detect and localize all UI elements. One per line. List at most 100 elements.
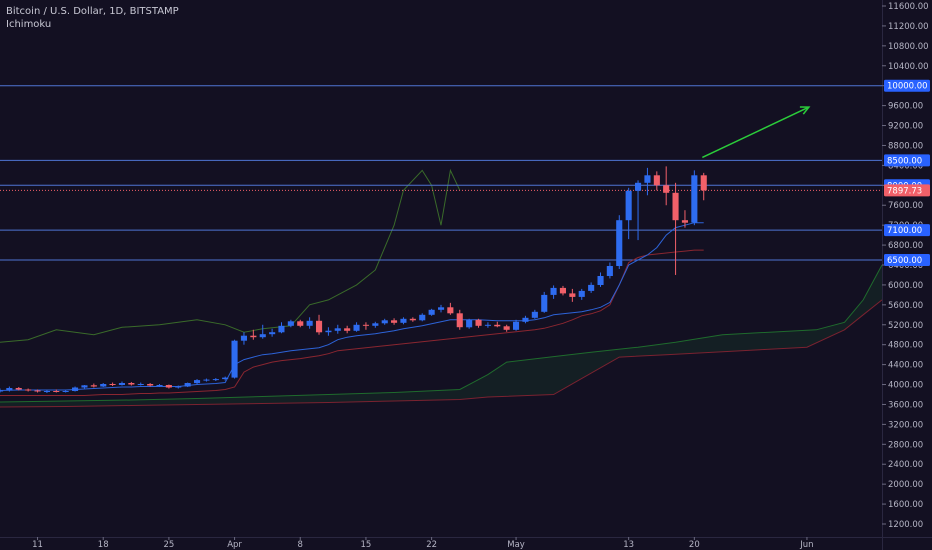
- tenkan-sen-line: [0, 222, 704, 391]
- candle: [184, 383, 191, 387]
- candle: [278, 325, 285, 333]
- x-tick-label: 8: [298, 540, 303, 550]
- candle: [72, 387, 79, 391]
- candle: [222, 377, 229, 380]
- candle: [362, 324, 369, 326]
- candle: [475, 319, 482, 326]
- candle: [109, 384, 116, 385]
- candle: [297, 321, 304, 326]
- candle: [559, 287, 566, 294]
- candle: [597, 276, 604, 285]
- candle: [43, 391, 50, 392]
- level-badge: [884, 224, 930, 237]
- candle: [62, 391, 69, 392]
- candle: [409, 318, 416, 321]
- senkou-span-a-line: [0, 264, 883, 403]
- y-tick-label: 3200.00: [888, 420, 923, 430]
- last-price-badge: [884, 184, 930, 197]
- plot-area: [0, 0, 882, 537]
- candle: [334, 328, 341, 331]
- candle: [344, 328, 351, 331]
- candle: [644, 175, 651, 183]
- y-tick-label: 2800.00: [888, 440, 923, 450]
- candle: [672, 192, 679, 221]
- y-tick-label: 9200.00: [888, 122, 923, 132]
- level-badge-label: 8500.00: [887, 156, 922, 166]
- y-tick-label: 7600.00: [888, 201, 923, 211]
- candle: [6, 388, 13, 391]
- y-tick-label: 5600.00: [888, 301, 923, 311]
- y-tick-label: 1600.00: [888, 500, 923, 510]
- y-tick-label: 4000.00: [888, 381, 923, 391]
- candle: [663, 185, 670, 193]
- candle: [100, 384, 107, 387]
- y-tick-label: 2400.00: [888, 460, 923, 470]
- candle: [522, 317, 529, 322]
- y-tick-label: 9600.00: [888, 102, 923, 112]
- candle: [353, 324, 360, 331]
- candle: [513, 321, 520, 330]
- candle: [90, 385, 97, 387]
- candle: [175, 386, 182, 388]
- trend-arrow-line: [702, 106, 810, 159]
- y-tick-label: 3600.00: [888, 400, 923, 410]
- candle: [372, 323, 379, 326]
- x-tick-label: May: [507, 540, 525, 550]
- candle: [653, 175, 660, 186]
- candle: [81, 385, 88, 388]
- x-tick-label: 13: [623, 540, 634, 550]
- candle: [203, 379, 210, 381]
- chikou-span-line: [0, 168, 461, 343]
- candle: [34, 390, 41, 392]
- candle: [691, 175, 698, 223]
- level-badge-label: 6500.00: [887, 256, 922, 266]
- level-badge: [884, 254, 930, 267]
- x-tick-label: 18: [98, 540, 109, 550]
- candle: [606, 266, 613, 276]
- candle: [447, 307, 454, 314]
- candle: [137, 384, 144, 385]
- candle: [259, 334, 266, 338]
- candle: [15, 388, 22, 390]
- candle: [681, 220, 688, 223]
- kijun-sen-line: [0, 249, 704, 396]
- candle: [381, 320, 388, 324]
- level-badge-label: 10000.00: [887, 82, 928, 92]
- candle: [194, 380, 201, 384]
- candle: [700, 175, 707, 191]
- candle: [156, 385, 163, 386]
- candle: [231, 340, 238, 378]
- y-tick-label: 1200.00: [888, 520, 923, 530]
- symbol-title[interactable]: Bitcoin / U.S. Dollar, 1D, BITSTAMP: [6, 6, 179, 17]
- candle: [419, 314, 426, 321]
- indicator-title[interactable]: Ichimoku: [6, 19, 52, 30]
- y-tick-label: 6800.00: [888, 241, 923, 251]
- candle: [531, 311, 538, 318]
- x-tick-label: Jun: [799, 540, 813, 550]
- candle: [269, 332, 276, 335]
- trend-arrow-head: [799, 106, 811, 115]
- x-tick-label: Apr: [227, 540, 242, 550]
- y-tick-label: 6000.00: [888, 281, 923, 291]
- candle: [635, 182, 642, 191]
- candle: [616, 220, 623, 266]
- candle: [306, 320, 313, 326]
- candle: [325, 330, 332, 333]
- candle: [250, 335, 257, 338]
- candle: [400, 318, 407, 323]
- x-tick-label: 25: [163, 540, 174, 550]
- candle: [128, 383, 135, 385]
- candle: [484, 324, 491, 326]
- last-price-badge-label: 7897.73: [887, 186, 922, 196]
- chart-legend: Bitcoin / U.S. Dollar, 1D, BITSTAMP Ichi…: [6, 5, 179, 31]
- candle: [118, 383, 125, 385]
- candle: [212, 379, 219, 381]
- candle: [503, 326, 510, 330]
- candle: [456, 313, 463, 328]
- candle: [165, 385, 172, 388]
- y-tick-label: 5200.00: [888, 321, 923, 331]
- candle: [625, 190, 632, 221]
- candle: [287, 321, 294, 326]
